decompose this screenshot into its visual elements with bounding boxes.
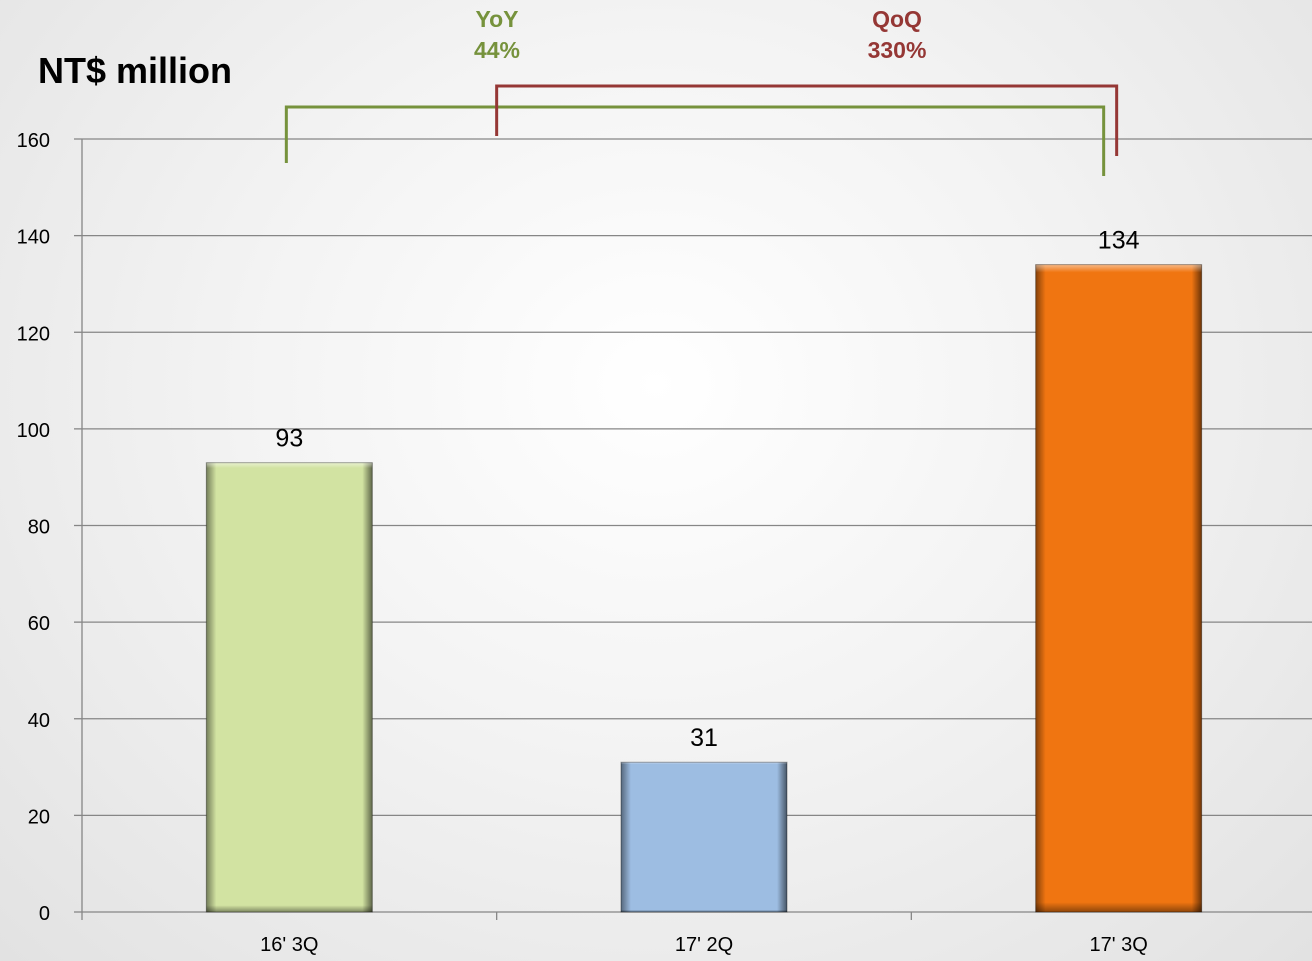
yoy-label: YoY: [475, 6, 519, 32]
y-tick-label: 120: [17, 323, 50, 345]
y-tick-label: 0: [39, 903, 50, 925]
y-tick-label: 100: [17, 420, 50, 442]
bar-group: [620, 761, 788, 913]
y-tick-label: 40: [28, 710, 50, 732]
qoq-bracket: [495, 84, 1119, 156]
x-tick-label: 17' 2Q: [675, 934, 733, 956]
qoq-value: 330%: [867, 37, 927, 63]
data-label: 134: [1098, 227, 1140, 255]
bar-group: [205, 462, 373, 913]
x-tick-label: 16' 3Q: [260, 934, 318, 956]
bar-outline: [205, 462, 373, 913]
bar-shade-top: [206, 462, 373, 912]
yoy-bracket: [284, 105, 1106, 176]
bars: [205, 264, 1203, 913]
y-tick-label: 60: [28, 613, 50, 635]
yoy-value: 44%: [473, 37, 521, 63]
data-label: 31: [690, 724, 718, 752]
qoq-annotation: QoQ 330%: [837, 4, 957, 66]
bar-group: [1035, 264, 1203, 913]
yoy-annotation: YoY 44%: [437, 4, 557, 66]
y-tick-label: 80: [28, 517, 50, 539]
data-labels: 93 16' 3Q 31 17' 2Q 134 17' 3Q: [260, 227, 1148, 956]
bar-shade-top: [1035, 264, 1202, 912]
comparison-brackets: [284, 84, 1119, 176]
bar-outline: [1035, 264, 1203, 913]
data-label: 93: [275, 425, 303, 453]
y-tick-label: 20: [28, 806, 50, 828]
bar-outline: [620, 761, 788, 913]
y-tick-label: 160: [17, 130, 50, 152]
bar-shade-top: [621, 762, 787, 912]
unit-label: NT$ million: [38, 50, 233, 91]
x-tick-label: 17' 3Q: [1090, 934, 1148, 956]
qoq-label: QoQ: [872, 6, 922, 32]
y-tick-label: 140: [17, 227, 50, 249]
